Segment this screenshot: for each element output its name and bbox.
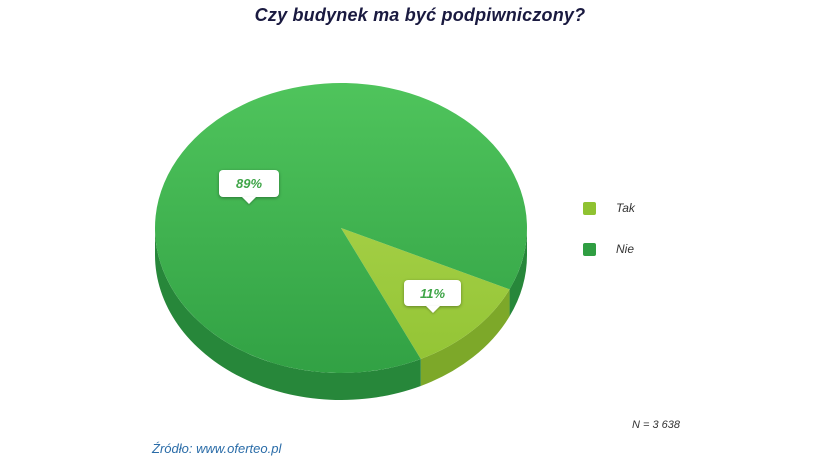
chart-title: Czy budynek ma być podpiwniczony? [254,5,586,25]
legend: Tak Nie [583,201,635,283]
data-label-tak: 11% [404,280,461,306]
legend-label-tak: Tak [616,201,635,215]
legend-item-tak: Tak [583,201,635,215]
legend-label-nie: Nie [616,242,635,256]
legend-item-nie: Nie [583,242,635,256]
data-label-nie: 89% [219,170,279,197]
legend-swatch-tak [583,201,596,215]
legend-swatch-nie [583,242,596,256]
data-label-tak-text: 11% [419,285,446,301]
source-note: Źródło: www.oferteo.pl [152,441,282,456]
sample-size-note: N = 3 638 [632,419,681,431]
data-label-nie-text: 89% [235,176,263,191]
